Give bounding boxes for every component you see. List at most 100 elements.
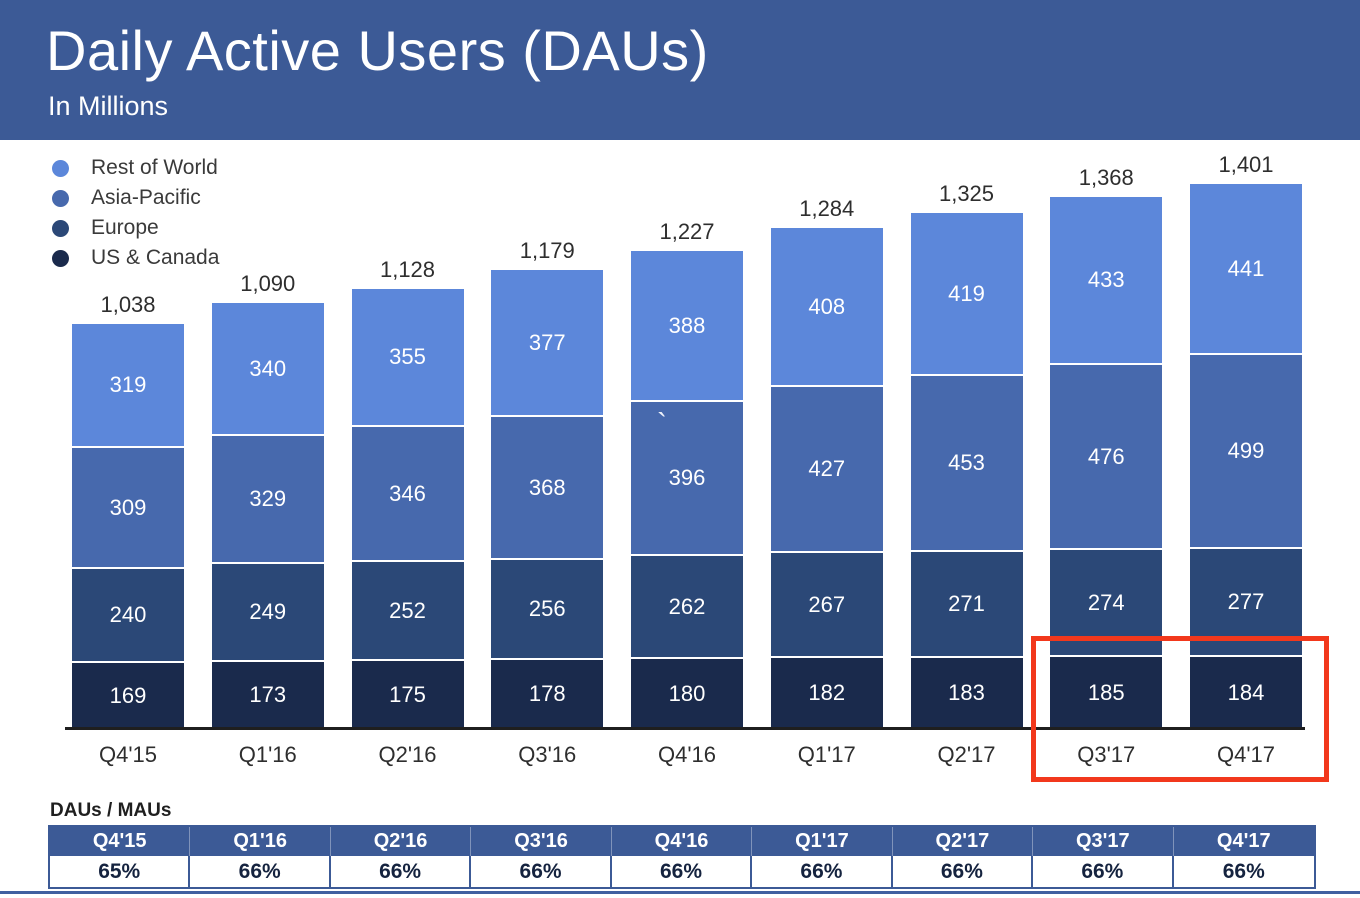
bar-segment: 178 [491,658,604,728]
table-value-cell: 66% [1222,860,1265,883]
ratio-table: Q4'15 Q1'16 Q2'16 Q3'16 Q4'16 Q1'17 Q2'17 Q3'17… [48,825,1316,889]
stray-backtick-mark: ` [657,408,667,441]
bar-segment: 433 [1050,197,1163,363]
table-value-cell: 66% [1033,856,1174,887]
bar-segment-value: 499 [1227,438,1265,463]
bar-segment-value: 368 [528,474,566,500]
x-axis-line [65,727,1305,730]
ratio-table-section: DAUs / MAUs Q4'15 Q1'16 Q2'16 Q3'16 Q4'16 Q1'… [48,800,1316,889]
bar-stack: 340 329 249 173 [211,303,324,728]
bar-segment: 329 [211,434,324,562]
bar-segment: 169 [72,661,184,728]
bar-stack: 419 453 271 183 [910,213,1023,728]
bar-segment: 388 [631,251,743,400]
bar-segment: 419 [910,213,1023,374]
bar-segment-value: 180 [668,680,706,706]
legend-dot [52,159,69,177]
highlight-rectangle [1031,636,1329,782]
page-subtitle: In Millions [48,91,169,121]
table-header-cell: Q2'16 [331,827,472,856]
bar-stack: 319 309 240 169 [72,324,184,728]
bar-segment: 499 [1190,353,1302,547]
bar-segment: 453 [910,374,1023,550]
bar-segment-value: 419 [948,280,985,306]
table-header-cell: Q3'17 [1033,827,1174,856]
bar-segment-value: 184 [1227,679,1265,705]
bar-segment-value: 408 [808,293,846,319]
legend-label: US & Canada [91,246,220,269]
bar-segment-value: 262 [668,593,706,619]
bar-segment-value: 267 [808,591,846,617]
table-header-cell: Q2'17 [893,827,1034,856]
bar-segment-value: 175 [389,681,426,707]
bar-segment-value: 427 [808,456,846,481]
legend-item: US & Canada [52,243,219,273]
bar-column: 1,090 340 329 249 173 [211,271,324,728]
bar-total-label: 1,227 [659,219,715,244]
bar-segment-value: 178 [528,681,566,706]
legend-label: Asia-Pacific [91,186,201,209]
bar-total-label: 1,038 [100,292,156,317]
bar-total-label: 1,368 [1078,165,1134,190]
bar-segment: 184 [1190,655,1302,728]
x-axis-label: Q4'16 [657,742,717,767]
bar-segment-value: 340 [249,355,287,381]
header-band: Daily Active Users (DAUs) In Millions [0,0,1360,140]
x-axis-label: Q3'16 [518,742,577,767]
bar-segment-value: 182 [808,680,846,705]
bar-segment: 183 [910,656,1023,728]
ratio-table-value-row: 65% 66% 66% 66% 66% 66% 66% 66% 66% [50,856,1314,887]
bar-segment: 476 [1050,363,1163,548]
bottom-rule [0,891,1360,894]
bar-segment-value: 388 [668,312,706,338]
legend-dot [52,219,69,237]
bar-column: 1,325 419 453 271 183 [910,181,1023,728]
bar-segment: 441 [1190,184,1302,353]
bar-segment-value: 355 [389,344,426,369]
x-axis-label: Q2'17 [937,742,996,767]
table-value-cell: 66% [752,856,893,887]
table-value-cell: 66% [331,856,472,887]
bar-segment-value: 319 [109,372,147,397]
bar-column: 1,179 377 368 256 178 [491,238,604,728]
bar-segment: 319 [72,324,184,446]
bar-total-label: 1,284 [799,196,855,221]
bar-total-label: 1,325 [938,181,995,206]
bar-segment: 396 ` [631,400,743,554]
bar-segment-value: 183 [948,680,985,705]
bar-segment-value: 433 [1087,267,1125,292]
bar-segment-value: 277 [1227,589,1265,614]
bar-column: 1,038 319 309 240 169 [72,292,184,728]
bar-segment-value: 173 [249,682,287,707]
bar-segment: 180 [631,657,743,728]
bar-segment: 175 [351,659,464,728]
bar-segment: 368 [491,415,604,558]
bar-total-label: 1,401 [1218,152,1274,177]
legend-dot [52,249,69,267]
bar-segment: 427 [770,385,883,551]
table-header-cell: Q4'17 [1216,830,1271,852]
x-axis-label: Q2'16 [378,742,437,767]
bar-segment-value: 252 [389,597,426,623]
x-axis-labels: Q4'15 Q1'16 Q2'16 Q3'16 Q4'16 Q1'17 Q2'17 Q3'17… [72,742,1302,768]
stacked-bars: 1,038 319 309 240 169 1,090 340 329 249 173 1,128 3… [72,152,1302,728]
table-value-cell: 65% [50,856,191,887]
bar-segment: 249 [211,562,324,660]
x-axis-label: Q1'17 [797,742,856,767]
bar-segment: 173 [211,660,324,728]
bar-segment-value: 346 [389,480,426,506]
bar-column: 1,227 388 396 ` 262 180 [631,219,743,728]
bar-stack: 388 396 ` 262 180 [631,251,743,728]
bar-segment-value: 453 [948,450,985,475]
legend-label: Rest of World [91,156,218,179]
bar-segment-value: 309 [109,494,147,520]
bar-segment-value: 377 [528,329,566,355]
bar-segment-value: 274 [1087,589,1125,615]
bar-segment-value: 271 [948,591,985,616]
bar-segment: 340 [211,303,324,434]
bar-column: 1,128 355 346 252 175 [351,257,464,728]
x-axis-label: Q1'16 [238,742,297,767]
bar-segment-value: 240 [109,602,147,627]
table-value-cell: 66% [612,856,753,887]
bar-segment: 408 [770,228,883,385]
